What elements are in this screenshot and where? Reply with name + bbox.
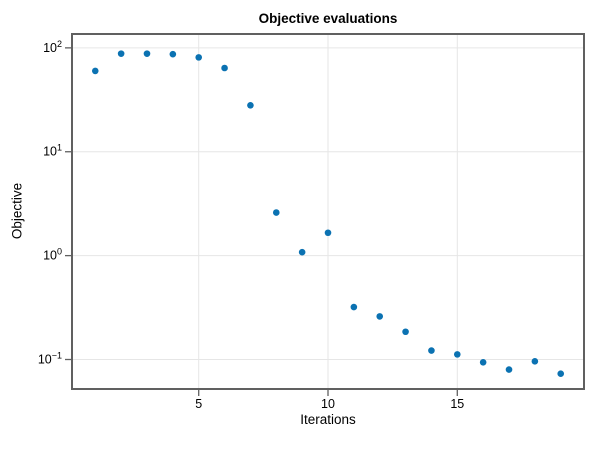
plot-frame: [71, 33, 585, 390]
data-point: [91, 67, 99, 75]
data-point: [247, 101, 254, 109]
data-point: [479, 358, 487, 366]
y-tick-label: 102: [43, 39, 62, 55]
x-axis-label: Iterations: [300, 412, 356, 427]
data-point: [272, 209, 280, 216]
data-point: [557, 370, 565, 377]
data-point: [169, 50, 177, 58]
data-point: [453, 351, 461, 358]
data-point: [531, 358, 539, 365]
chart-title: Objective evaluations: [258, 11, 398, 26]
data-point: [117, 50, 125, 57]
data-point: [324, 229, 332, 237]
y-axis-label: Objective: [9, 182, 25, 240]
y-tick-label: 101: [43, 143, 62, 159]
data-point: [376, 313, 384, 320]
x-tick-label: 10: [321, 397, 335, 411]
data-point: [402, 328, 409, 336]
x-tick-label: 15: [450, 397, 464, 411]
data-point: [505, 366, 513, 373]
data-point: [195, 54, 203, 61]
x-tick-label: 5: [195, 397, 202, 411]
data-point: [221, 64, 228, 72]
y-tick-label: 100: [43, 247, 62, 263]
data-point: [298, 248, 306, 256]
y-tick-label: 10−1: [38, 350, 62, 366]
data-point: [350, 303, 358, 311]
data-point: [143, 50, 151, 57]
data-point: [428, 347, 435, 354]
